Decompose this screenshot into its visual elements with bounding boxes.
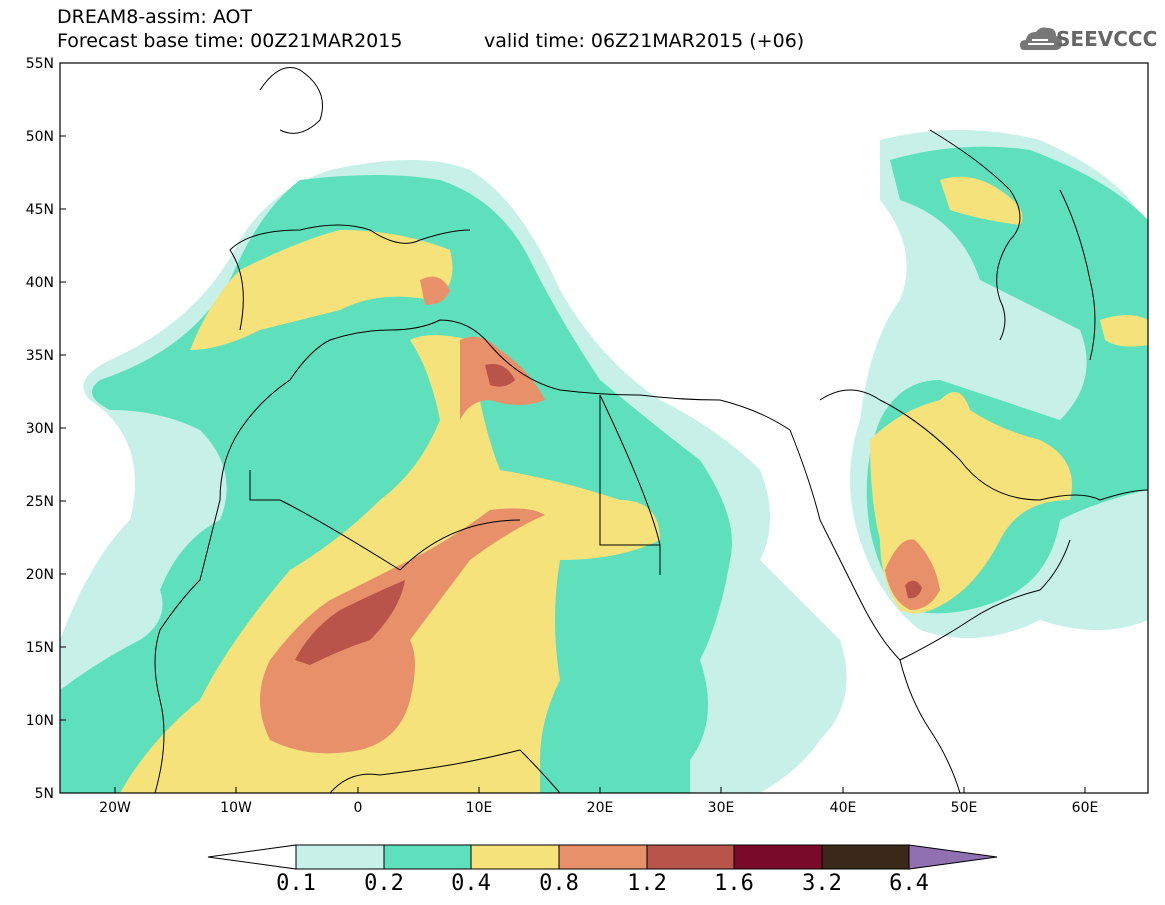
colorbar-segment xyxy=(295,844,385,870)
aot-contour-1.2 xyxy=(295,580,405,665)
colorbar-segment xyxy=(558,844,648,870)
aot-contour-0.8 xyxy=(420,276,450,305)
colorbar-segment xyxy=(646,844,735,870)
coastlines xyxy=(154,67,1148,793)
logo-text: SEEVCCC xyxy=(1056,27,1158,51)
lat-label: 35N xyxy=(26,348,54,364)
colorbar-label: 0.1 xyxy=(276,871,316,896)
map-title: DREAM8-assim: AOT xyxy=(57,6,253,28)
colorbar-segment xyxy=(733,844,823,870)
colorbar-label: 6.4 xyxy=(889,871,929,896)
colorbar-segment xyxy=(383,844,472,870)
aot-field xyxy=(60,130,1148,793)
aot-contour-1.2 xyxy=(905,580,922,599)
lon-label: 50E xyxy=(951,800,978,816)
colorbar-segment xyxy=(207,844,297,870)
lat-label: 15N xyxy=(26,640,54,656)
colorbar-label: 1.2 xyxy=(627,871,667,896)
colorbar-label: 0.4 xyxy=(451,871,491,896)
colorbar xyxy=(207,844,998,870)
lon-label: 40E xyxy=(830,800,857,816)
axis-ticks xyxy=(60,62,1086,794)
aot-contour-0.8 xyxy=(260,508,545,754)
colorbar-segment xyxy=(908,844,998,870)
lon-label: 30E xyxy=(708,800,735,816)
cloud-icon xyxy=(1020,27,1062,50)
valid-time: valid time: 06Z21MAR2015 (+06) xyxy=(484,30,805,52)
lon-label: 20E xyxy=(587,800,614,816)
lon-label: 60E xyxy=(1072,800,1099,816)
forecast-base-time: Forecast base time: 00Z21MAR2015 xyxy=(57,30,403,52)
colorbar-segment xyxy=(470,844,560,870)
colorbar-label: 3.2 xyxy=(802,871,842,896)
aot-contour-0.4 xyxy=(1100,315,1148,347)
lat-labels: 55N 50N 45N 40N 35N 30N 25N 20N 15N 10N … xyxy=(26,56,54,802)
lon-labels: 20W 10W 0 10E 20E 30E 40E 50E 60E xyxy=(99,800,1098,816)
aot-contour-0.4 xyxy=(940,176,1023,225)
colorbar-label: 0.8 xyxy=(539,871,579,896)
lon-label: 20W xyxy=(99,800,131,816)
lon-label: 10E xyxy=(466,800,493,816)
lat-label: 55N xyxy=(26,56,54,72)
lat-label: 40N xyxy=(26,275,54,291)
lon-label: 10W xyxy=(220,800,252,816)
lat-label: 10N xyxy=(26,713,54,729)
lat-label: 50N xyxy=(26,129,54,145)
colorbar-segment xyxy=(821,844,910,870)
aot-contour-0.8 xyxy=(885,539,940,610)
lat-label: 25N xyxy=(26,494,54,510)
lat-label: 20N xyxy=(26,567,54,583)
lat-label: 45N xyxy=(26,202,54,218)
lon-label: 0 xyxy=(354,800,363,816)
lat-label: 30N xyxy=(26,421,54,437)
colorbar-label: 0.2 xyxy=(364,871,404,896)
colorbar-label: 1.6 xyxy=(714,871,754,896)
aot-contour-1.2 xyxy=(485,364,515,387)
aot-contour-0.4 xyxy=(190,230,453,350)
lat-label: 5N xyxy=(35,786,54,802)
